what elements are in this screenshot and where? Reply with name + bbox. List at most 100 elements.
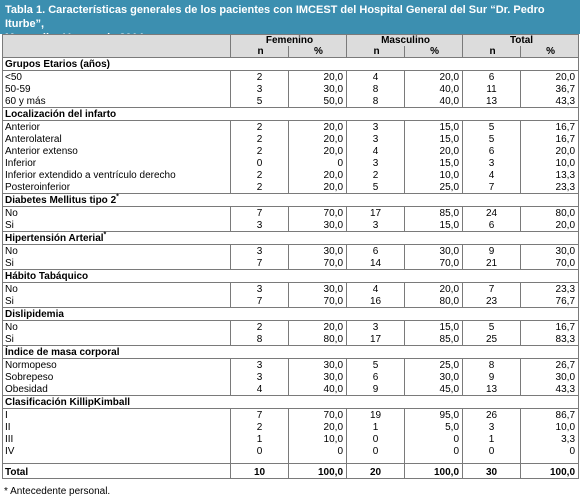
count-cell: 0 [462,445,522,457]
count-cell: 21 [462,257,522,270]
section-empty-cell [230,345,289,359]
percent-cell: 20,0 [287,120,348,133]
total-row: Total 10 100,0 20 100,0 30 100,0 [2,463,580,479]
spacer-cell [520,457,580,464]
section-title: Hábito Tabáquico [2,269,231,283]
section-header-row: Localización del infarto [2,107,580,121]
section-empty-cell [288,395,347,409]
percent-cell: 83,3 [520,333,580,346]
section-empty-cell [346,395,405,409]
percent-cell: 30,0 [404,371,464,383]
count-cell: 7 [230,206,289,219]
section-empty-cell [404,269,463,283]
section-header-row: Hipertensión Arterial* [2,231,580,245]
count-cell: 8 [346,95,406,108]
count-cell: 24 [462,206,522,219]
table-row: No 7 70,0 17 85,0 24 80,0 [2,206,580,219]
percent-cell: 16,7 [520,133,580,145]
footnote-marker: * [116,193,119,201]
total-percent-cell: 100,0 [287,463,348,479]
count-cell: 1 [462,433,522,445]
percent-cell: 70,0 [287,206,348,219]
table-row: Si 7 70,0 14 70,0 21 70,0 [2,257,580,270]
percent-cell: 20,0 [520,219,580,232]
count-cell: 7 [230,295,289,308]
percent-cell: 0 [404,433,464,445]
percent-cell: 76,7 [520,295,580,308]
section-empty-cell [404,395,463,409]
section-empty-cell [462,231,521,245]
count-cell: 3 [230,83,289,95]
count-cell: 3 [230,244,289,257]
total-label: Total [2,463,231,479]
percent-cell: 25,0 [404,181,464,194]
subheader-pct: % [404,46,464,58]
count-cell: 3 [346,219,406,232]
section-title-text: Localización del infarto [5,109,117,120]
count-cell: 3 [230,219,289,232]
count-cell: 6 [462,219,522,232]
count-cell: 7 [230,408,289,421]
table-row: Anterolateral 2 20,0 3 15,0 5 16,7 [2,133,580,145]
percent-cell: 20,0 [404,70,464,83]
count-cell: 23 [462,295,522,308]
section-title: Dislipidemia [2,307,231,321]
percent-cell: 30,0 [287,282,348,295]
percent-cell: 20,0 [520,145,580,157]
percent-cell: 70,0 [287,295,348,308]
row-label: Inferior extendido a ventrículo derecho [2,169,231,181]
section-empty-cell [346,57,405,71]
count-cell: 2 [230,181,289,194]
percent-cell: 30,0 [404,244,464,257]
count-cell: 2 [230,421,289,433]
count-cell: 7 [230,257,289,270]
count-cell: 2 [230,320,289,333]
count-cell: 4 [346,282,406,295]
count-cell: 3 [462,421,522,433]
section-empty-cell [404,107,463,121]
percent-cell: 95,0 [404,408,464,421]
total-count-cell: 10 [230,463,289,479]
subheader-row: n % n % n % [2,46,580,58]
row-label: No [2,320,231,333]
percent-cell: 0 [287,157,348,169]
table-row: Inferior 0 0 3 15,0 3 10,0 [2,157,580,169]
section-title: Índice de masa corporal [2,345,231,359]
count-cell: 0 [346,433,406,445]
percent-cell: 20,0 [287,169,348,181]
section-empty-cell [462,345,521,359]
section-empty-cell [462,57,521,71]
percent-cell: 15,0 [404,320,464,333]
section-empty-cell [462,395,521,409]
section-empty-cell [230,107,289,121]
section-empty-cell [230,57,289,71]
count-cell: 3 [346,157,406,169]
section-empty-cell [520,269,580,283]
table-row: Si 7 70,0 16 80,0 23 76,7 [2,295,580,308]
count-cell: 16 [346,295,406,308]
percent-cell: 80,0 [520,206,580,219]
percent-cell: 0 [287,445,348,457]
spacer-cell [287,457,348,464]
count-cell: 2 [230,133,289,145]
count-cell: 0 [230,445,289,457]
percent-cell: 20,0 [287,181,348,194]
percent-cell: 26,7 [520,358,580,371]
section-title: Clasificación KillipKimball [2,395,231,409]
row-label: Normopeso [2,358,231,371]
section-empty-cell [346,107,405,121]
count-cell: 1 [346,421,406,433]
count-cell: 3 [346,120,406,133]
count-cell: 17 [346,206,406,219]
total-percent-cell: 100,0 [520,463,580,479]
header-blank [2,34,231,46]
percent-cell: 5,0 [404,421,464,433]
table-row: Inferior extendido a ventrículo derecho 2… [2,169,580,181]
section-empty-cell [346,307,405,321]
table-row: Anterior 2 20,0 3 15,0 5 16,7 [2,120,580,133]
percent-cell: 20,0 [287,421,348,433]
section-header-row: Clasificación KillipKimball [2,395,580,409]
percent-cell: 20,0 [404,145,464,157]
section-header-row: Dislipidemia [2,307,580,321]
percent-cell: 30,0 [520,244,580,257]
